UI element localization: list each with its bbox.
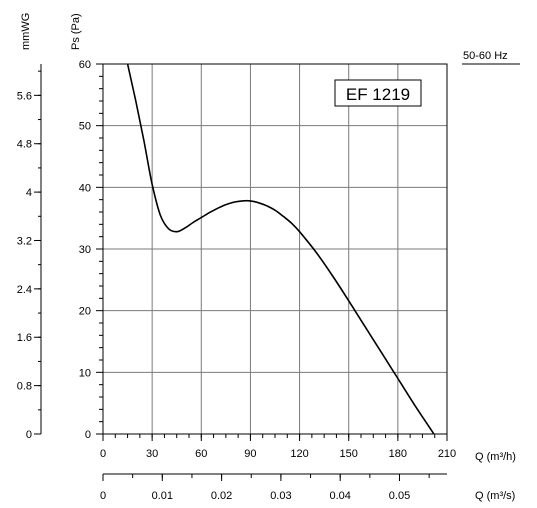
chart-title: EF 1219 [346,85,410,104]
y-primary-tick-label: 60 [79,59,91,71]
grid-layer [103,64,447,434]
y-secondary-tick-label: 1.6 [17,332,32,344]
frequency-label: 50-60 Hz [463,50,508,62]
label-layer: 0 30 60 90 120 150 180 210010203040506000.81.62… [17,59,456,502]
x-primary-tick-label: 0 [100,448,106,460]
y-primary-tick-label: 0 [85,429,91,441]
x-primary-tick-label: 60 [195,448,207,460]
x-primary-axis-title: Q (m³/h) [475,451,516,463]
y-secondary-tick-label: 2.4 [17,284,32,296]
y-secondary-tick-label: 5.6 [17,90,32,102]
x-primary-tick-label: 180 [389,448,407,460]
x-secondary-tick-label: 0 [100,490,106,502]
y-primary-tick-label: 10 [79,367,91,379]
x-secondary-tick-label: 0.05 [389,490,410,502]
x-secondary-tick-label: 0.02 [211,490,232,502]
model-title-box [334,79,422,107]
y-secondary-tick-label: 3.2 [17,235,32,247]
y-secondary-tick-label: 4 [26,187,32,199]
x-primary-tick-label: 90 [244,448,256,460]
x-secondary-axis-title: Q (m³/s) [475,490,515,502]
x-primary-tick-label: 120 [290,448,308,460]
axis-layer [34,63,448,481]
y-secondary-tick-label: 0 [26,429,32,441]
y-primary-axis-title: Ps (Pa) [70,13,82,50]
x-secondary-tick-label: 0.03 [270,490,291,502]
fan-performance-curve [126,63,435,435]
y-primary-tick-label: 30 [79,244,91,256]
y-primary-tick-label: 40 [79,182,91,194]
x-primary-tick-label: 150 [340,448,358,460]
y-secondary-tick-label: 4.8 [17,139,32,151]
y-primary-tick-label: 20 [79,306,91,318]
y-primary-tick-label: 50 [79,121,91,133]
y-secondary-tick-label: 0.8 [17,381,32,393]
x-primary-tick-label: 30 [146,448,158,460]
x-primary-tick-label: 210 [438,448,456,460]
x-secondary-tick-label: 0.01 [152,490,173,502]
x-secondary-tick-label: 0.04 [329,490,350,502]
curve-layer [126,63,435,435]
y-secondary-axis-title: mmWG [20,13,32,50]
